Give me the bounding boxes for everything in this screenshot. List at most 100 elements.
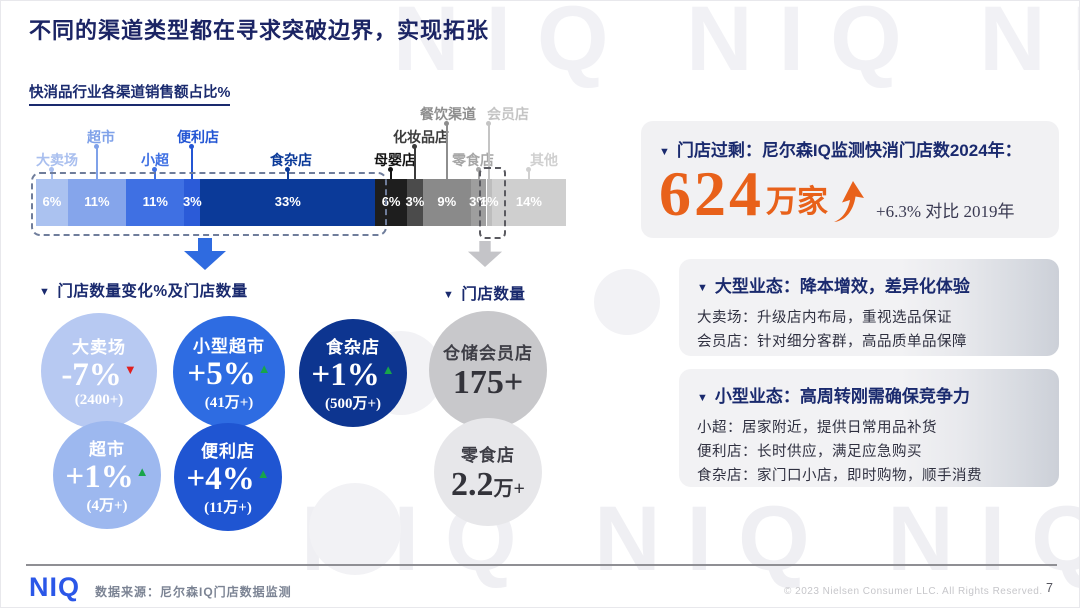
bar-category-label: 其他 [530,152,558,168]
label-leader-line [390,169,393,179]
bar-segment-value: 3% [405,194,425,209]
bubble-change-value: +1% ▲ [311,356,395,393]
panel-heading-text: 小型业态：高周转刚需确保竞争力 [714,387,970,406]
panel-heading-text: 大型业态：降本增效，差异化体验 [714,277,970,296]
bar-category-label: 食杂店 [270,152,312,168]
label-leader-line [477,169,480,179]
bar-segment [67,179,127,226]
bar-segment-value: 14% [515,194,542,209]
label-leader-dot [411,144,417,149]
bar-segment [486,179,492,226]
bubble-change-value: +4% ▲ [186,460,270,497]
bubble-channel-label: 食杂店 [326,337,380,357]
store-count-unit: 万家 [766,183,828,219]
bar-category-label: 超市 [87,129,115,145]
panel-heading: ▼ 大型业态：降本增效，差异化体验 [697,272,1041,297]
bubble-store-count: 175+ [453,364,523,401]
store-count-bubble: 仓储会员店 175+ [429,311,547,429]
channel-change-bubble: 小型超市 +5% ▲ (41万+) [173,316,285,428]
bubble-channel-label: 零食店 [461,445,515,465]
trend-up-icon: ▲ [257,360,271,376]
panel-heading-text: 门店过剩：尼尔森IQ监测快消门店数2024年： [676,141,1022,160]
niq-watermark-bottom: NIQ NIQ NIQ NIQ [301,488,1079,590]
bar-segment [36,179,68,226]
trend-down-icon: ▼ [123,361,137,377]
bubble-store-count: (4万+) [86,498,128,515]
blue-down-arrow-icon [184,238,226,270]
chart-title: 快消品行业各渠道销售额占比% [29,81,231,106]
label-leader-dot [93,144,99,149]
modern-channels-dashed-box [31,172,387,236]
bar-segment-value: 33% [274,194,301,209]
bar-category-label: 零食店 [452,152,494,168]
down-triangle-icon: ▼ [659,146,670,158]
gray-down-arrow-icon [467,241,503,267]
bubble-channel-label: 仓储会员店 [443,343,533,363]
membership-store-dashed-box [479,167,506,239]
label-leader-line [413,146,416,179]
channel-change-bubble: 超市 +1% ▲ (4万+) [53,421,161,529]
label-leader-dot [388,167,394,172]
panel-line: 便利店：长时供应，满足应急购买 [697,444,922,460]
trend-up-icon: ▲ [381,361,395,377]
bubble-store-count: 2.2万+ [451,466,525,503]
bar-category-label: 餐饮渠道 [420,106,476,122]
label-leader-dot [152,167,158,172]
panel-line: 小超：居家附近，提供日常用品补货 [697,420,937,436]
down-triangle-icon: ▼ [39,286,51,298]
bubble-change-value: +1% ▲ [65,458,149,495]
bar-segment [126,179,185,226]
niq-logo: NIQ [29,572,81,602]
small-format-panel: ▼ 小型业态：高周转刚需确保竞争力 小超：居家附近，提供日常用品补货 便利店：长时… [679,369,1059,487]
label-leader-dot [525,167,531,172]
bar-category-label: 大卖场 [36,152,78,168]
channel-change-bubble: 便利店 +4% ▲ (11万+) [174,423,282,531]
bar-segment-value: 6% [42,194,62,209]
panel-heading: ▼ 小型业态：高周转刚需确保竞争力 [697,382,1041,407]
decorative-circle [594,269,660,335]
bar-segment [200,179,376,226]
footer-divider [26,564,1057,566]
down-triangle-icon: ▼ [443,289,455,301]
data-source-note: 数据来源：尼尔森IQ门店数据监测 [95,585,292,599]
mid-section-heading-text: 门店数量 [461,286,526,303]
bar-category-label: 便利店 [177,129,219,145]
bar-category-label: 会员店 [487,106,529,122]
bar-segment [184,179,201,226]
label-leader-line [527,169,530,179]
bubble-store-count: (41万+) [204,395,254,412]
bar-category-label: 母婴店 [374,152,416,168]
bar-segment [470,179,487,226]
bar-category-label: 化妆品店 [393,129,449,145]
left-section-heading: ▼ 门店数量变化%及门店数量 [39,279,248,301]
bar-segment-value: 3% [469,194,488,209]
bubble-channel-label: 超市 [89,439,125,459]
left-section-heading-text: 门店数量变化%及门店数量 [57,283,248,300]
copyright-text: © 2023 Nielsen Consumer LLC. All Rights … [784,586,1043,597]
bubble-change-value: +5% ▲ [187,355,271,392]
label-leader-dot [486,121,492,126]
bubble-store-count: (11万+) [204,500,252,517]
bar-segment-value: 11% [142,194,168,209]
store-overcount-panel: ▼ 门店过剩：尼尔森IQ监测快消门店数2024年： 624 万家 +6.3% 对比… [641,121,1059,238]
count-main: 2.2 [451,465,494,503]
panel-heading: ▼ 门店过剩：尼尔森IQ监测快消门店数2024年： [659,136,1041,161]
bubble-change-value: -7% ▼ [61,356,137,393]
label-leader-line [95,146,98,179]
channel-change-bubble: 食杂店 +1% ▲ (500万+) [299,319,407,427]
label-leader-dot [475,167,481,172]
bar-segment-value: 9% [437,194,457,209]
bar-segment [375,179,407,226]
bar-segment-value: 11% [84,194,110,209]
mid-section-heading: ▼ 门店数量 [443,282,525,304]
bar-segment [422,179,471,226]
bar-segment [407,179,423,226]
down-triangle-icon: ▼ [697,282,708,294]
page-title: 不同的渠道类型都在寻求突破边界，实现拓张 [29,18,490,43]
decorative-circle [309,483,401,575]
bubble-channel-label: 小型超市 [193,336,265,356]
panel-line: 大卖场：升级店内布局，重视选品保证 [697,310,952,326]
